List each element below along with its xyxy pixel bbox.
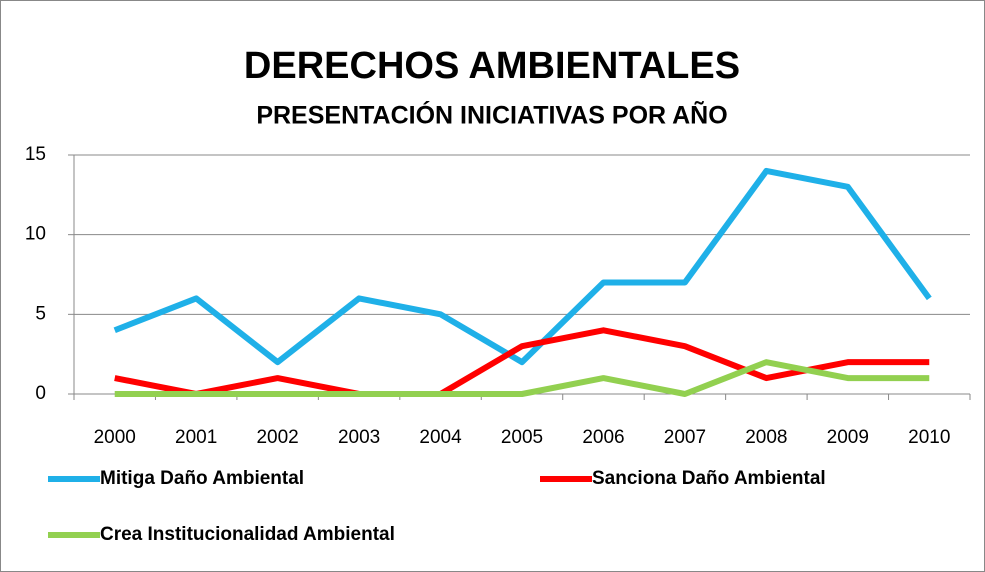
x-tick-label: 2006 xyxy=(582,427,624,448)
x-tick-label: 2004 xyxy=(419,427,462,448)
x-tick-label: 2003 xyxy=(338,427,380,448)
legend-label: Sanciona Daño Ambiental xyxy=(592,468,826,489)
x-tick-label: 2007 xyxy=(664,427,706,448)
x-tick-label: 2000 xyxy=(94,427,136,448)
x-tick-label: 2001 xyxy=(175,427,217,448)
x-tick-label: 2005 xyxy=(501,427,543,448)
series-line xyxy=(113,167,932,366)
x-tick-label: 2002 xyxy=(256,427,298,448)
chart-title: DERECHOS AMBIENTALES xyxy=(244,45,740,87)
x-tick-label: 2008 xyxy=(745,427,787,448)
legend-label: Crea Institucionalidad Ambiental xyxy=(100,524,395,545)
chart-subtitle: PRESENTACIÓN INICIATIVAS POR AÑO xyxy=(256,100,727,130)
legend-label: Mitiga Daño Ambiental xyxy=(100,468,304,489)
series-line xyxy=(114,359,930,397)
y-tick-label: 10 xyxy=(25,224,46,245)
y-tick-label: 5 xyxy=(35,303,46,324)
y-tick-label: 0 xyxy=(35,383,46,404)
series-line xyxy=(114,327,930,397)
y-tick-label: 15 xyxy=(25,144,46,165)
x-tick-label: 2009 xyxy=(827,427,869,448)
x-tick-label: 2010 xyxy=(908,427,950,448)
